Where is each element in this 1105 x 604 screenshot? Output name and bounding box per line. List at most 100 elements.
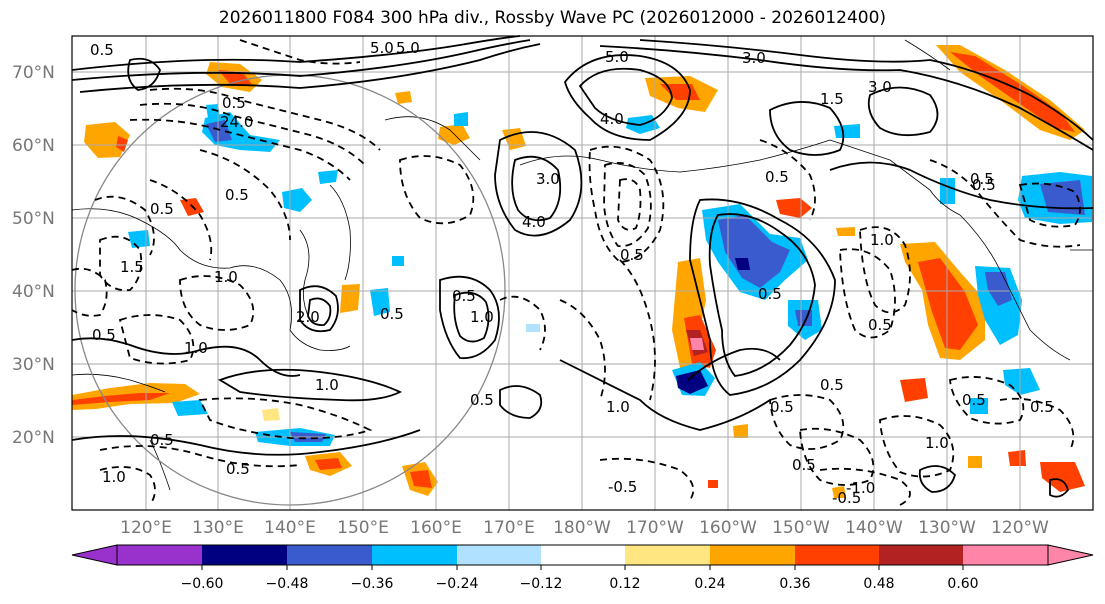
warm-patch (690, 338, 704, 350)
contour-label: 1.0 (214, 268, 238, 286)
colorbar-tick-label: 0.12 (609, 576, 640, 592)
warm-patch (1040, 462, 1085, 492)
colorbar-ticks (201, 565, 964, 570)
warm-patch (836, 227, 855, 236)
cool-patch (1003, 368, 1040, 395)
contour-label: 0.5 (92, 326, 116, 344)
colorbar-tick-label: 0.36 (779, 576, 810, 592)
contour-label: 0.5 (962, 391, 986, 409)
cool-patch (834, 124, 860, 138)
warm-patch (262, 408, 280, 421)
colorbar-tick-label: −0.60 (181, 576, 224, 592)
contour-label: 1.5 (120, 258, 144, 276)
colorbar-tick-label: 0.48 (863, 576, 894, 592)
contour-label: 0.5 (1030, 398, 1054, 416)
contour-label: 0.5 (620, 246, 644, 264)
lon-label: 120°E (120, 518, 172, 538)
colorbar-segment (879, 545, 963, 565)
contour-label: 1.0 (925, 434, 949, 452)
colorbar-tick-label: −0.48 (266, 576, 309, 592)
cool-patch (392, 256, 404, 266)
longitude-axis: 120°E 130°E 140°E 150°E 160°E 170°E 180°… (120, 518, 1049, 538)
lon-label: 140°E (264, 518, 316, 538)
lon-label: 170°E (483, 518, 535, 538)
contour-label: 1.0 (184, 339, 208, 357)
warm-patch (340, 284, 360, 313)
warm-patch (395, 91, 412, 104)
cool-patch (318, 170, 338, 184)
contour-label: 0.5 (820, 376, 844, 394)
colorbar-tick-label: 0.24 (694, 576, 725, 592)
colorbar-tick-labels: −0.60 −0.48 −0.36 −0.24 −0.12 0.12 0.24 … (181, 576, 979, 592)
lon-label: 160°W (699, 518, 757, 538)
dashed-contours (71, 39, 1081, 506)
contour-label: 1.0 (606, 398, 630, 416)
cool-patch (735, 258, 750, 270)
contour-label: 0.5 (765, 168, 789, 186)
cool-patch (1040, 180, 1085, 215)
contour-label: 1.0 (870, 231, 894, 249)
contour-label: 1.0 (102, 468, 126, 486)
colorbar-extend-high (1047, 544, 1094, 566)
colorbar-tick-label: −0.36 (351, 576, 394, 592)
contour-label: 1.5 (820, 90, 844, 108)
colorbar-extend-low (71, 544, 118, 566)
warm-patch (776, 198, 812, 218)
lat-label: 70°N (12, 63, 55, 83)
colorbar-tick-label: −0.12 (520, 576, 563, 592)
lon-label: 120°W (991, 518, 1049, 538)
colorbar-segment (372, 545, 457, 565)
contour-label: 0.5 (792, 456, 816, 474)
cool-patch (206, 120, 232, 142)
contour-label: 0.5 (758, 285, 782, 303)
lon-label: 180°W (553, 518, 611, 538)
contour-labels: 5.0 5.0 3.0 1.5 3.0 4.0 24.0 4.0 3.0 0.5… (90, 39, 1054, 507)
contour-label: 4.0 (522, 213, 546, 231)
contour-label: 24.0 (220, 113, 253, 131)
lon-label: 170°W (626, 518, 684, 538)
lon-label: 150°W (772, 518, 830, 538)
contour-label: 0.5 (972, 176, 996, 194)
colorbar-segment (457, 545, 541, 565)
lat-label: 40°N (12, 282, 55, 302)
map-frame (71, 35, 1094, 511)
colorbar-outline (116, 544, 1049, 566)
warm-patch (733, 424, 748, 438)
warm-patch (900, 378, 928, 402)
contour-label: 0.5 (150, 431, 174, 449)
warm-patch (116, 136, 128, 152)
latitude-axis: 70°N 60°N 50°N 40°N 30°N 20°N (12, 63, 55, 448)
map-title: 2026011800 F084 300 hPa div., Rossby Wav… (218, 8, 887, 28)
colorbar-segment (795, 545, 879, 565)
contour-label: 5.0 (605, 48, 629, 66)
contour-label: 3.0 (868, 78, 892, 96)
warm-patch (832, 486, 846, 498)
warm-patch (708, 480, 718, 488)
lon-label: 140°W (845, 518, 903, 538)
colorbar-tick-label: −0.24 (436, 576, 479, 592)
warm-patch (315, 458, 342, 470)
lon-label: 160°E (410, 518, 462, 538)
colorbar-segment (541, 545, 625, 565)
colorbar-segment (287, 545, 372, 565)
lat-label: 50°N (12, 209, 55, 229)
contour-label: 4.0 (600, 110, 624, 128)
cool-patch (526, 324, 540, 332)
contour-label: 0.5 (150, 200, 174, 218)
contour-label: 5.0 (370, 39, 394, 57)
cool-patch (172, 400, 208, 416)
colorbar-tick-label: 0.60 (947, 576, 978, 592)
colorbar-segment (202, 545, 287, 565)
contour-label: 0.5 (868, 316, 892, 334)
cool-patch (454, 112, 468, 126)
contour-label: 3.0 (742, 49, 766, 67)
contour-label: 2.0 (296, 308, 320, 326)
contour-label: -0.5 (608, 478, 637, 496)
cool-patch (718, 215, 790, 288)
warm-patch (968, 456, 982, 468)
warm-patch (1008, 450, 1026, 466)
warm-patch (918, 258, 978, 350)
contour-label: 1.0 (470, 308, 494, 326)
contour-label: -0.5 (832, 489, 861, 507)
